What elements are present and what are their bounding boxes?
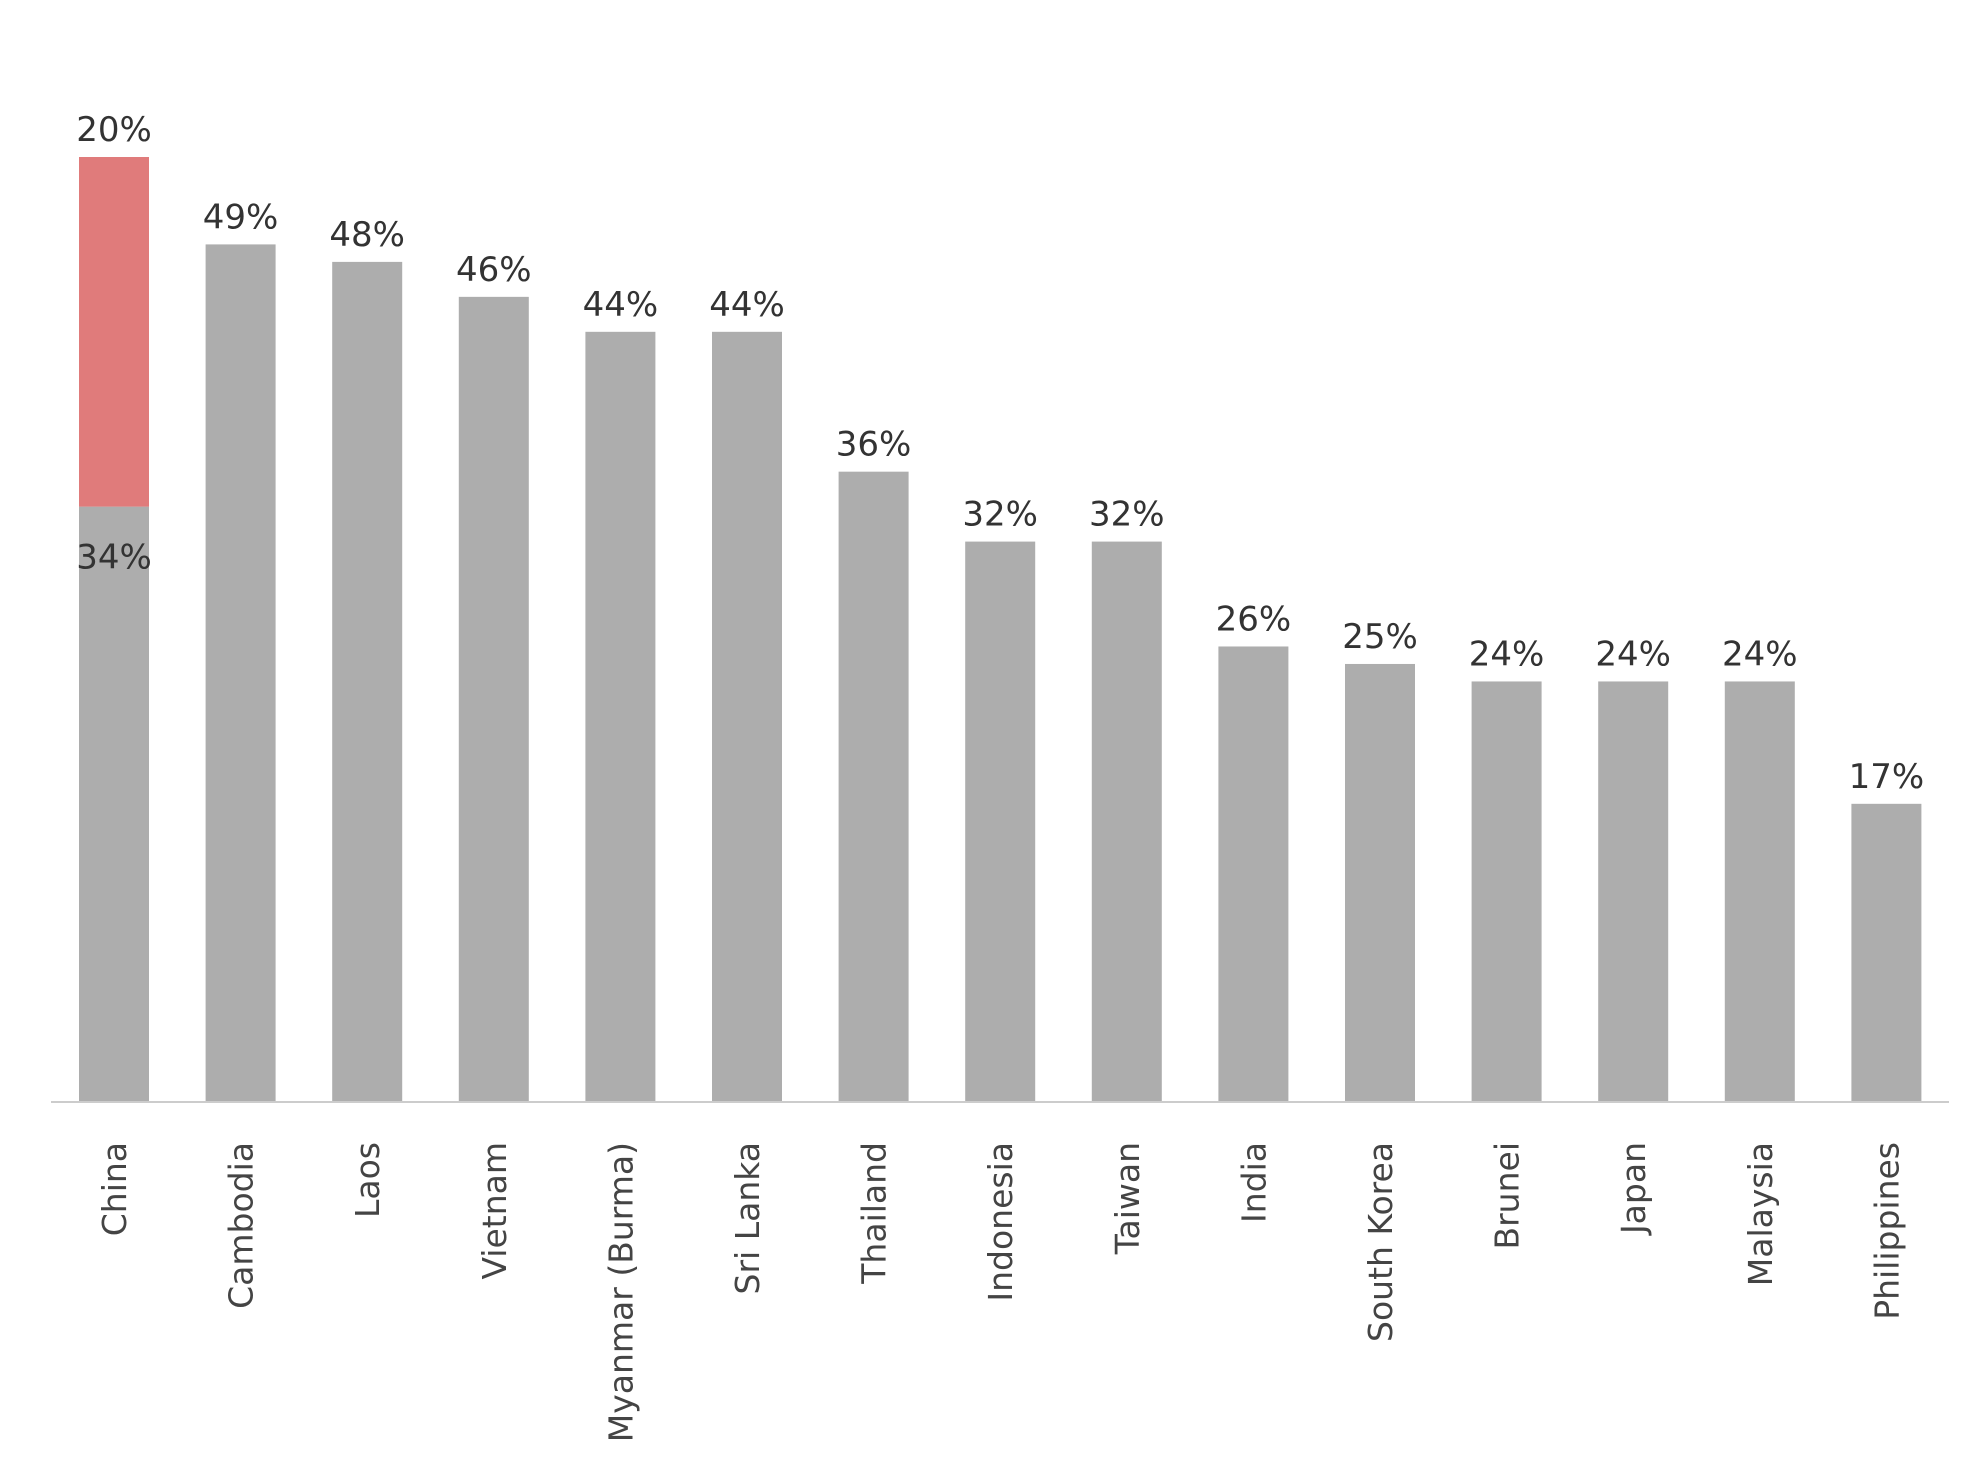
data-label: 17% (1849, 757, 1925, 797)
bar (585, 331, 656, 1101)
bar (1598, 681, 1669, 1101)
data-label: 32% (962, 495, 1038, 535)
x-tick-label: Indonesia (981, 1142, 1020, 1302)
x-tick-label: China (95, 1142, 134, 1236)
data-label: 46% (456, 250, 532, 290)
x-tick-label: Laos (348, 1142, 387, 1218)
data-label: 36% (836, 425, 912, 465)
data-label: 25% (1342, 617, 1418, 657)
x-tick-label: Vietnam (475, 1142, 514, 1280)
bar (79, 506, 149, 1101)
bar (205, 244, 276, 1101)
bar (1345, 663, 1415, 1101)
bar (1471, 681, 1542, 1101)
x-tick-label: Thailand (855, 1142, 894, 1285)
data-label: 32% (1089, 495, 1165, 535)
bar (458, 296, 529, 1102)
bar (332, 261, 403, 1101)
data-label: 24% (1595, 634, 1671, 674)
bar (1724, 681, 1795, 1101)
data-label: 24% (1469, 634, 1545, 674)
x-tick-label: Taiwan (1108, 1142, 1147, 1255)
x-tick-label: South Korea (1361, 1142, 1400, 1342)
bar (965, 541, 1036, 1101)
data-label: 34% (76, 538, 152, 578)
bar (838, 471, 909, 1102)
x-tick-label: Brunei (1488, 1142, 1527, 1250)
x-tick-label: Japan (1614, 1142, 1653, 1236)
bar (1851, 803, 1922, 1101)
bar (1091, 541, 1162, 1101)
x-tick-label: Sri Lanka (728, 1142, 767, 1294)
data-label: 44% (709, 285, 785, 325)
x-tick-label: Philippines (1867, 1142, 1906, 1320)
bar (1218, 646, 1289, 1101)
data-label: 24% (1722, 634, 1798, 674)
data-label: 48% (329, 215, 405, 255)
data-label: 26% (1216, 599, 1292, 639)
x-tick-label: Cambodia (222, 1142, 261, 1309)
bar (712, 331, 782, 1101)
x-tick-label: India (1234, 1142, 1273, 1223)
data-label: 49% (203, 197, 279, 237)
data-label: 20% (76, 110, 152, 150)
x-tick-label: Myanmar (Burma) (601, 1142, 640, 1442)
bar (79, 157, 149, 507)
x-tick-label: Malaysia (1741, 1142, 1780, 1286)
data-label: 44% (583, 285, 659, 325)
